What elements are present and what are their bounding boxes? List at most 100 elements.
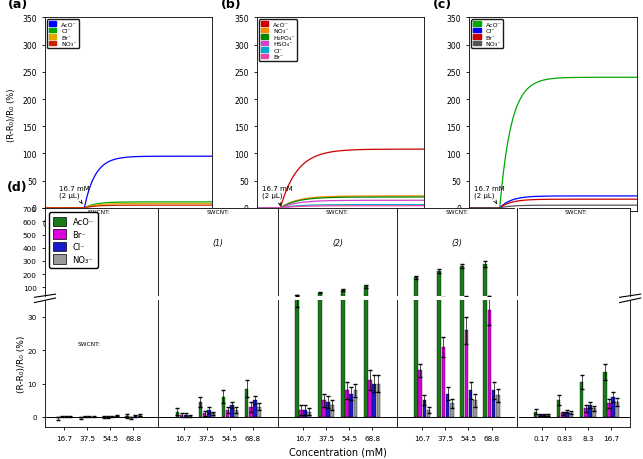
Bar xyxy=(419,299,422,301)
AcO⁻ xyxy=(105,159,113,165)
Bar xyxy=(377,299,380,301)
NO₃⁻ xyxy=(629,203,637,208)
AcO⁻ xyxy=(485,206,493,211)
Bar xyxy=(469,390,473,417)
Bar xyxy=(125,416,129,417)
Bar xyxy=(245,389,248,417)
AcO⁻ xyxy=(318,152,325,157)
Bar xyxy=(199,300,203,301)
Bar xyxy=(580,299,583,301)
Bar xyxy=(487,297,491,301)
Bar xyxy=(295,291,298,417)
Bar xyxy=(368,381,372,417)
Cl⁻ xyxy=(208,200,216,205)
Bar xyxy=(615,300,619,301)
HSO₄⁻ xyxy=(253,206,261,211)
Cl⁻ xyxy=(494,206,502,211)
Br⁻ xyxy=(611,197,619,202)
Bar xyxy=(230,300,233,301)
Cl⁻ xyxy=(399,202,407,208)
Br⁻ xyxy=(187,202,195,207)
H₂PO₄⁻ xyxy=(421,195,428,200)
Cl⁻ xyxy=(421,202,428,208)
Br⁻ xyxy=(633,197,640,202)
Bar xyxy=(114,416,118,417)
Cl⁻ xyxy=(530,194,538,200)
Bar xyxy=(484,264,487,301)
Bar xyxy=(184,415,188,417)
AcO⁻ xyxy=(113,157,120,162)
Bar xyxy=(354,300,357,301)
Bar xyxy=(442,347,445,417)
NO₃⁻ xyxy=(208,203,216,208)
Bar xyxy=(607,300,611,301)
Line: Cl⁻: Cl⁻ xyxy=(469,196,637,208)
Bar xyxy=(534,412,538,417)
Bar xyxy=(249,407,253,417)
NO₃⁻ xyxy=(273,206,280,211)
Bar xyxy=(303,410,307,417)
Bar xyxy=(437,0,441,417)
Bar xyxy=(565,412,569,417)
Bar xyxy=(377,384,380,417)
Bar xyxy=(211,414,215,417)
HSO₄⁻ xyxy=(273,206,280,211)
NO₃⁻ xyxy=(417,194,425,199)
NO₃⁻ xyxy=(537,203,545,208)
Br⁻ xyxy=(205,202,213,207)
Br⁻ xyxy=(60,206,68,211)
Bar xyxy=(487,311,491,417)
NO₃⁻ xyxy=(60,206,68,211)
Bar xyxy=(307,412,311,417)
AcO⁻ xyxy=(537,79,545,84)
Bar xyxy=(442,298,445,301)
X-axis label: Time (min): Time (min) xyxy=(316,234,365,243)
NO₃⁻ xyxy=(485,206,493,211)
Bar xyxy=(176,412,179,417)
Bar xyxy=(414,0,418,417)
Text: (d): (d) xyxy=(7,180,28,193)
Bar xyxy=(446,300,449,301)
Bar xyxy=(79,417,83,418)
Line: Br⁻: Br⁻ xyxy=(469,200,637,208)
Line: Cl⁻: Cl⁻ xyxy=(45,202,212,208)
X-axis label: Time (min): Time (min) xyxy=(529,234,577,243)
NO₃⁻ xyxy=(105,203,113,209)
Text: SWCNT:: SWCNT: xyxy=(87,209,111,214)
Text: SWCNT:: SWCNT: xyxy=(446,209,469,214)
Bar xyxy=(207,410,210,417)
Bar xyxy=(557,400,561,417)
Bar xyxy=(345,390,349,417)
NO₃⁻ xyxy=(187,203,195,208)
Cl⁻ xyxy=(113,200,120,206)
Cl⁻ xyxy=(325,202,332,208)
Bar xyxy=(465,297,468,301)
Cl⁻ xyxy=(629,194,637,199)
Cl⁻ xyxy=(537,194,545,200)
Bar xyxy=(460,267,464,301)
Bar xyxy=(56,417,60,419)
Bar xyxy=(222,300,225,301)
Bar xyxy=(492,390,496,417)
NO₃⁻ xyxy=(318,195,325,200)
Text: (a): (a) xyxy=(8,0,28,11)
Bar xyxy=(484,0,487,417)
Br⁻ xyxy=(253,206,261,211)
AcO⁻ xyxy=(421,147,428,152)
NO₃⁻ xyxy=(282,202,290,207)
Bar xyxy=(437,271,441,301)
Br⁻ xyxy=(485,206,493,211)
Br⁻ xyxy=(282,205,290,211)
Bar xyxy=(253,300,257,301)
Bar xyxy=(129,417,133,419)
Line: AcO⁻: AcO⁻ xyxy=(257,150,424,208)
H₂PO₄⁻ xyxy=(253,206,261,211)
Bar xyxy=(295,296,298,301)
Bar xyxy=(134,416,137,417)
Bar xyxy=(234,410,238,417)
Bar xyxy=(492,300,496,301)
H₂PO₄⁻ xyxy=(318,196,325,201)
Bar xyxy=(199,402,203,417)
AcO⁻ xyxy=(633,75,640,81)
HSO₄⁻ xyxy=(318,199,325,204)
